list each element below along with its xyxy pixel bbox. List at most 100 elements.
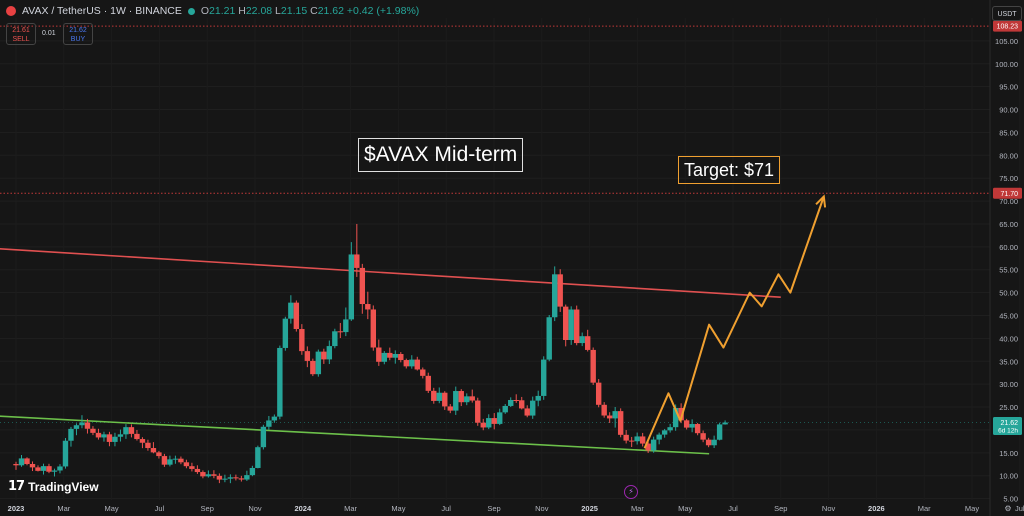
price-label-bg bbox=[993, 20, 1022, 32]
candle-body bbox=[167, 459, 173, 465]
candle-body bbox=[711, 439, 717, 446]
time-tick-label: Mar bbox=[344, 504, 357, 513]
price-tick-label: 75.00 bbox=[999, 174, 1018, 183]
candle-body bbox=[183, 462, 190, 467]
candle-body bbox=[464, 396, 470, 403]
candle-body bbox=[310, 360, 316, 375]
candle-body bbox=[617, 411, 624, 435]
candle-body bbox=[683, 420, 690, 428]
candle-body bbox=[304, 351, 311, 361]
candle-body bbox=[557, 274, 563, 307]
sell-button[interactable]: 21.61 SELL bbox=[6, 23, 36, 45]
candle-body bbox=[442, 392, 448, 407]
time-tick-label: Sep bbox=[201, 504, 214, 513]
candle-body bbox=[524, 408, 530, 416]
target-annotation[interactable]: Target: $71 bbox=[678, 156, 781, 184]
candle-body bbox=[689, 424, 695, 428]
chart-grid bbox=[0, 18, 1021, 500]
price-axis[interactable]: 5.0010.0015.0020.0025.0030.0035.0040.004… bbox=[989, 0, 1022, 516]
candle-body bbox=[172, 458, 179, 460]
buy-label: BUY bbox=[70, 36, 86, 43]
symbol-title[interactable]: AVAX / TetherUS · 1W · BINANCE bbox=[22, 5, 182, 17]
candle-body bbox=[431, 390, 437, 401]
candle-body bbox=[200, 472, 206, 477]
candle-body bbox=[480, 422, 486, 428]
candle-body bbox=[672, 407, 679, 428]
candle-body bbox=[299, 329, 305, 352]
candle-body bbox=[563, 306, 569, 340]
projection-line bbox=[643, 196, 825, 449]
market-open-icon bbox=[187, 7, 195, 15]
candle-body bbox=[326, 346, 333, 360]
candle-body bbox=[238, 478, 245, 480]
time-tick-label: May bbox=[678, 504, 692, 513]
time-tick-label: 2024 bbox=[294, 504, 312, 513]
candle-body bbox=[101, 434, 107, 438]
candle-body bbox=[139, 439, 146, 443]
candle-body bbox=[150, 448, 157, 453]
candle-body bbox=[249, 467, 256, 476]
candle-body bbox=[271, 416, 278, 421]
time-axis[interactable]: 2023 Mar May Jul Sep Nov 2024 Mar May Jul Sep Nov 20… bbox=[8, 504, 1024, 513]
high-value: 22.08 bbox=[245, 5, 273, 17]
candle-body bbox=[18, 458, 25, 466]
symbol-header: AVAX / TetherUS · 1W · BINANCE O21.21 H2… bbox=[6, 5, 419, 17]
candle-body bbox=[205, 474, 212, 477]
price-tick-label: 25.00 bbox=[999, 403, 1018, 412]
candle-body bbox=[502, 405, 508, 413]
price-tick-label: 45.00 bbox=[999, 312, 1018, 321]
open-value: 21.21 bbox=[209, 5, 236, 17]
ohlc-values: O21.21 H22.08 L21.15 C21.62 +0.42 (+1.98… bbox=[201, 5, 419, 17]
projection-arrowhead bbox=[815, 194, 827, 208]
sell-price: 21.61 bbox=[12, 27, 30, 34]
candle-body bbox=[337, 331, 344, 333]
candle-body bbox=[436, 392, 442, 401]
candle-body bbox=[321, 351, 327, 360]
candle-body bbox=[425, 375, 431, 391]
close-label: C bbox=[310, 5, 318, 17]
candle-body bbox=[112, 436, 118, 442]
candle-body bbox=[332, 331, 338, 347]
price-tick-label: 70.00 bbox=[999, 197, 1018, 206]
candle-body bbox=[244, 475, 250, 480]
time-tick-label: May bbox=[965, 504, 979, 513]
candle-body bbox=[530, 400, 536, 416]
tradingview-logo-text: TradingView bbox=[28, 479, 99, 494]
candle-body bbox=[134, 433, 140, 440]
time-tick-label: Mar bbox=[57, 504, 70, 513]
candle-body bbox=[161, 456, 168, 465]
candle-body bbox=[645, 443, 651, 451]
candle-body bbox=[266, 420, 272, 427]
currency-selector[interactable]: USDT bbox=[992, 6, 1022, 21]
buy-button[interactable]: 21.62 BUY bbox=[63, 23, 93, 45]
candle-body bbox=[255, 447, 261, 468]
lightning-event-icon[interactable]: ⚡ bbox=[624, 485, 638, 499]
spread-value: 0.01 bbox=[42, 30, 56, 37]
price-label-bg bbox=[993, 187, 1022, 199]
candle-body bbox=[469, 396, 475, 401]
candle-body bbox=[51, 470, 58, 472]
candle-body bbox=[453, 391, 459, 411]
time-tick-label: Nov bbox=[822, 504, 836, 513]
tradingview-logo[interactable]: 17 TradingView bbox=[8, 479, 99, 494]
candle-body bbox=[79, 422, 85, 426]
candle-body bbox=[486, 418, 492, 428]
candle-body bbox=[293, 302, 300, 330]
candle-body bbox=[13, 463, 19, 466]
candle-body bbox=[68, 428, 74, 441]
candle-body bbox=[678, 407, 684, 421]
candle-body bbox=[546, 317, 552, 360]
time-tick-label: May bbox=[391, 504, 405, 513]
low-value: 21.15 bbox=[280, 5, 308, 17]
candle-body bbox=[705, 439, 712, 446]
time-tick-label: May bbox=[105, 504, 119, 513]
time-tick-label: Jul bbox=[728, 504, 738, 513]
close-value: 21.62 bbox=[317, 5, 344, 17]
chart-annotation-title[interactable]: $AVAX Mid-term bbox=[358, 138, 524, 172]
candle-body bbox=[628, 440, 635, 442]
axis-settings-gear-icon: ⚙ bbox=[1004, 504, 1011, 513]
time-tick-label: 2026 bbox=[868, 504, 885, 513]
candle-body bbox=[354, 254, 360, 268]
candle-body bbox=[595, 382, 602, 405]
